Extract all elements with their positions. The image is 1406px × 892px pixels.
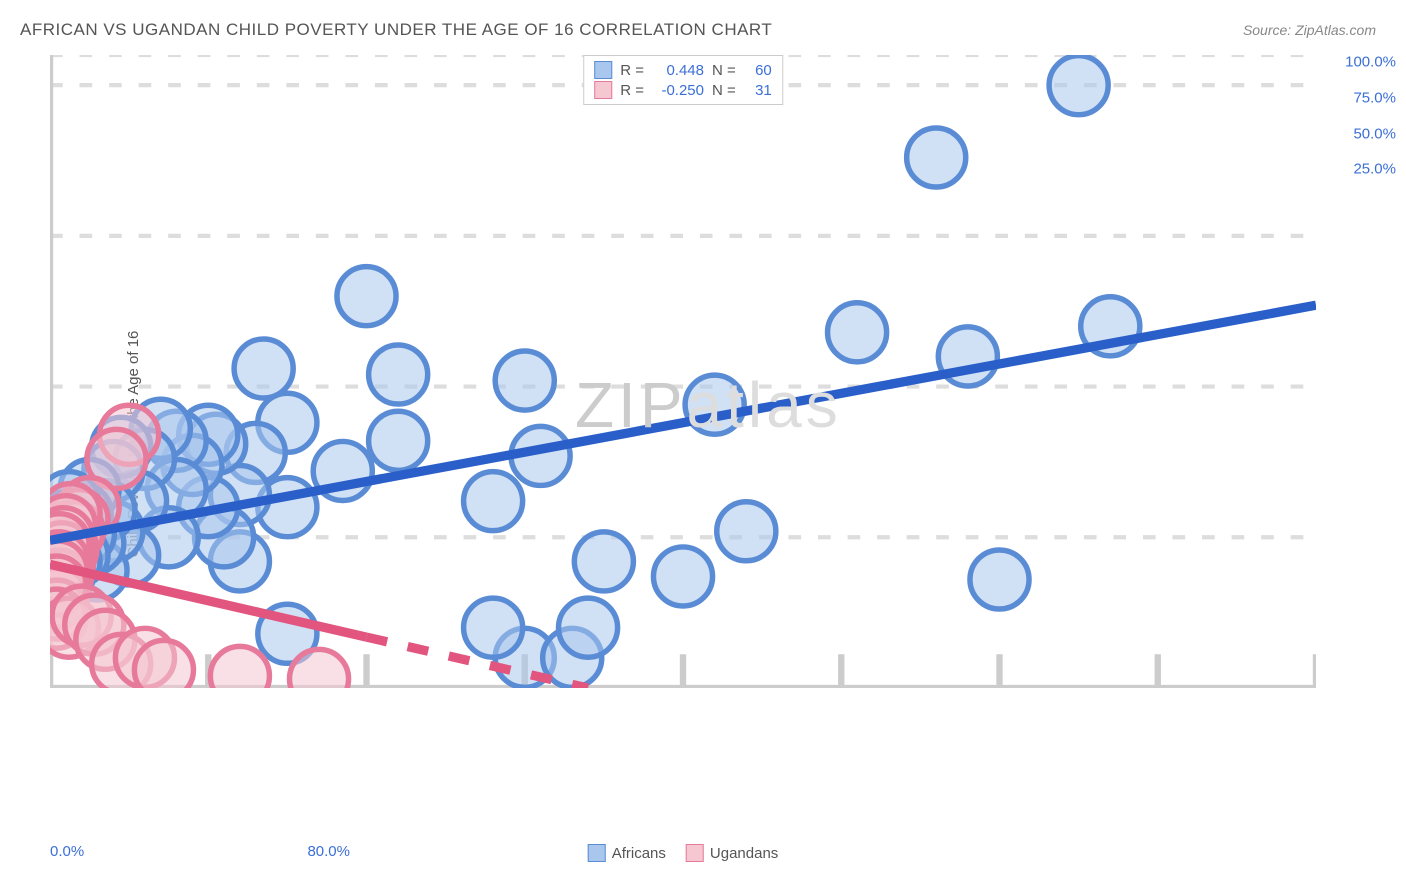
n-label: N = [712,82,736,99]
source-prefix: Source: [1243,22,1295,38]
x-tick-label: 0.0% [50,843,84,860]
chart-title: AFRICAN VS UGANDAN CHILD POVERTY UNDER T… [20,20,772,40]
x-tick-label: 80.0% [307,843,350,860]
series-legend: Africans Ugandans [588,844,779,862]
corr-row-ugandans: R = -0.250 N = 31 [594,80,772,100]
legend-item-africans: Africans [588,844,666,862]
n-value-africans: 60 [744,62,772,79]
legend-swatch-africans [588,844,606,862]
swatch-africans [594,61,612,79]
y-tick-label: 100.0% [1345,54,1396,71]
r-label: R = [620,62,644,79]
legend-label-africans: Africans [612,845,666,862]
y-tick-label: 25.0% [1353,161,1396,178]
scatter-plot [50,55,1316,688]
r-value-africans: 0.448 [652,62,704,79]
y-tick-label: 50.0% [1353,125,1396,142]
legend-item-ugandans: Ugandans [686,844,778,862]
r-label: R = [620,82,644,99]
source-name: ZipAtlas.com [1295,22,1376,38]
legend-swatch-ugandans [686,844,704,862]
swatch-ugandans [594,81,612,99]
y-tick-label: 75.0% [1353,89,1396,106]
r-value-ugandans: -0.250 [652,82,704,99]
legend-label-ugandans: Ugandans [710,845,778,862]
n-label: N = [712,62,736,79]
correlation-legend: R = 0.448 N = 60 R = -0.250 N = 31 [583,55,783,105]
n-value-ugandans: 31 [744,82,772,99]
source-attribution: Source: ZipAtlas.com [1243,22,1376,38]
chart-area: Child Poverty Under the Age of 16 ZIPatl… [50,55,1316,832]
corr-row-africans: R = 0.448 N = 60 [594,60,772,80]
